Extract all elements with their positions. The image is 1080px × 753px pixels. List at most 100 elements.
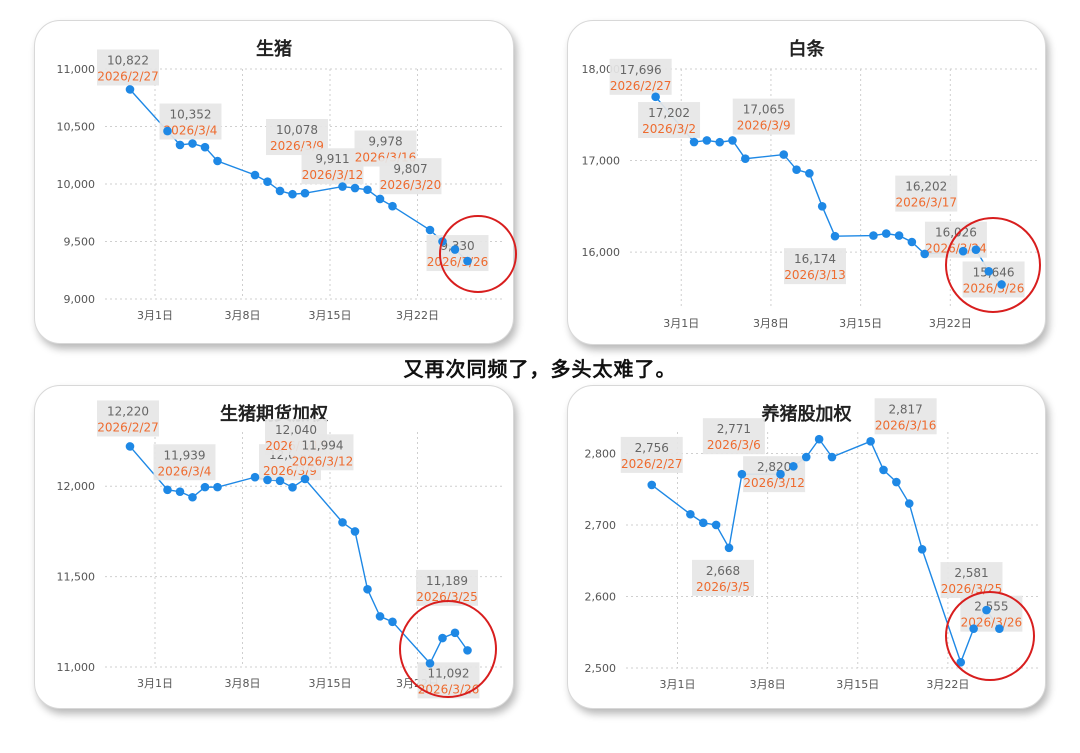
data-point <box>702 136 712 145</box>
data-label-date: 2026/3/26 <box>427 255 489 269</box>
x-tick-label: 3月1日 <box>663 317 699 330</box>
data-point <box>263 475 272 485</box>
x-tick-label: 3月1日 <box>660 678 696 691</box>
data-label-box <box>416 569 478 606</box>
chart-title: 白条 <box>788 39 825 60</box>
y-tick-label: 12,000 <box>57 480 96 493</box>
data-label-date: 2026/3/12 <box>292 454 354 468</box>
data-label-box <box>702 418 765 455</box>
data-label-date: 2026/3/25 <box>416 590 478 604</box>
data-label-date: 2026/3/13 <box>784 268 846 282</box>
data-point <box>982 605 991 615</box>
data-label-value: 17,202 <box>648 106 690 120</box>
y-tick-label: 2,800 <box>585 447 617 460</box>
data-label-date: 2026/3/12 <box>743 476 805 490</box>
x-tick-label: 3月8日 <box>225 677 261 690</box>
data-label-value: 16,174 <box>794 252 836 266</box>
data-label-box <box>784 248 846 285</box>
data-point <box>175 140 185 150</box>
data-label-date: 2026/3/4 <box>158 464 212 478</box>
data-point <box>907 237 917 247</box>
data-point <box>741 154 750 164</box>
data-point <box>275 476 285 486</box>
data-label-value: 12,220 <box>107 404 149 418</box>
data-point <box>288 189 297 199</box>
chart-card-hog-futures: 生猪期货加权 11,00011,50012,0003月1日3月8日3月15日3月… <box>34 385 514 709</box>
data-label-value: 16,026 <box>935 226 977 240</box>
data-point <box>363 185 372 195</box>
series-line <box>651 437 1000 665</box>
data-point <box>958 246 968 256</box>
data-point <box>997 280 1006 289</box>
data-point <box>450 245 460 254</box>
data-label-box <box>291 434 354 471</box>
data-point <box>647 480 657 490</box>
data-point <box>363 584 372 594</box>
data-point <box>728 136 737 145</box>
y-tick-label: 10,000 <box>57 178 96 191</box>
data-point <box>213 482 222 492</box>
x-tick-label: 3月22日 <box>396 309 439 322</box>
data-point <box>956 657 966 667</box>
data-point <box>894 231 904 240</box>
data-point <box>438 633 447 643</box>
data-label-value: 2,555 <box>974 600 1008 614</box>
data-point <box>904 499 914 508</box>
data-label-value: 2,771 <box>717 422 751 436</box>
data-point <box>737 469 747 479</box>
chart-card-live-hog: 生猪 9,000 9,500 10,000 10,500 11,000 3月1日 3月8日 3… <box>34 20 514 344</box>
data-point <box>869 231 878 240</box>
data-label-date: 2026/3/16 <box>875 418 937 432</box>
data-point <box>814 434 824 444</box>
data-point <box>425 659 435 668</box>
data-point <box>805 169 814 178</box>
data-point <box>288 483 297 492</box>
y-tick-label: 10,500 <box>57 121 96 134</box>
data-point <box>463 646 472 655</box>
data-point <box>188 139 197 148</box>
data-label-date: 2026/3/9 <box>737 119 791 133</box>
data-label-value: 17,696 <box>620 63 662 77</box>
data-label-date: 2026/2/27 <box>610 79 672 93</box>
data-point <box>250 472 260 482</box>
data-point <box>388 201 397 211</box>
data-label-date: 2026/3/12 <box>302 168 364 182</box>
data-point <box>125 442 135 451</box>
data-label-date: 2026/3/6 <box>707 438 761 452</box>
data-label-box <box>97 400 159 437</box>
y-tick-label: 16,000 <box>582 246 621 259</box>
data-label-box <box>379 158 442 195</box>
data-point <box>817 202 827 211</box>
caption-text: 又再次同频了，多头太难了。 <box>403 357 677 381</box>
chart-plot: 9,000 9,500 10,000 10,500 11,000 3月1日 3月8日 3月15… <box>57 49 505 322</box>
data-label-date: 2026/3/4 <box>164 124 218 138</box>
data-label-date: 2026/3/20 <box>380 178 442 192</box>
chart-plot: 11,00011,50012,0003月1日3月8日3月15日3月22日12,2… <box>57 400 505 699</box>
data-label-box <box>874 398 937 435</box>
data-point <box>163 126 172 136</box>
y-tick-label: 2,600 <box>585 590 617 603</box>
data-point <box>350 527 360 536</box>
data-point <box>275 186 285 196</box>
chart-title: 生猪 <box>256 39 292 60</box>
data-label-date: 2026/2/27 <box>97 420 159 434</box>
data-label-value: 11,092 <box>428 666 470 680</box>
chart-card-white-strip: 白条 16,000 17,000 18,000 3月1日 3月8日 3月15日 3月22日 1… <box>567 20 1046 345</box>
data-point <box>463 256 472 266</box>
data-point <box>969 624 978 633</box>
data-label-box <box>743 456 806 493</box>
x-tick-label: 3月8日 <box>750 678 786 691</box>
data-point <box>984 267 994 276</box>
data-label-value: 12,040 <box>275 423 317 437</box>
data-label-box <box>153 444 216 481</box>
data-point <box>995 624 1004 633</box>
data-point <box>711 520 721 530</box>
data-label-date: 2026/3/26 <box>418 682 480 696</box>
data-point <box>801 452 811 462</box>
data-point <box>300 188 310 198</box>
x-tick-label: 3月22日 <box>929 317 972 330</box>
data-point <box>450 628 460 638</box>
y-tick-label: 11,000 <box>57 63 96 76</box>
data-label-date: 2026/3/25 <box>941 582 1003 596</box>
